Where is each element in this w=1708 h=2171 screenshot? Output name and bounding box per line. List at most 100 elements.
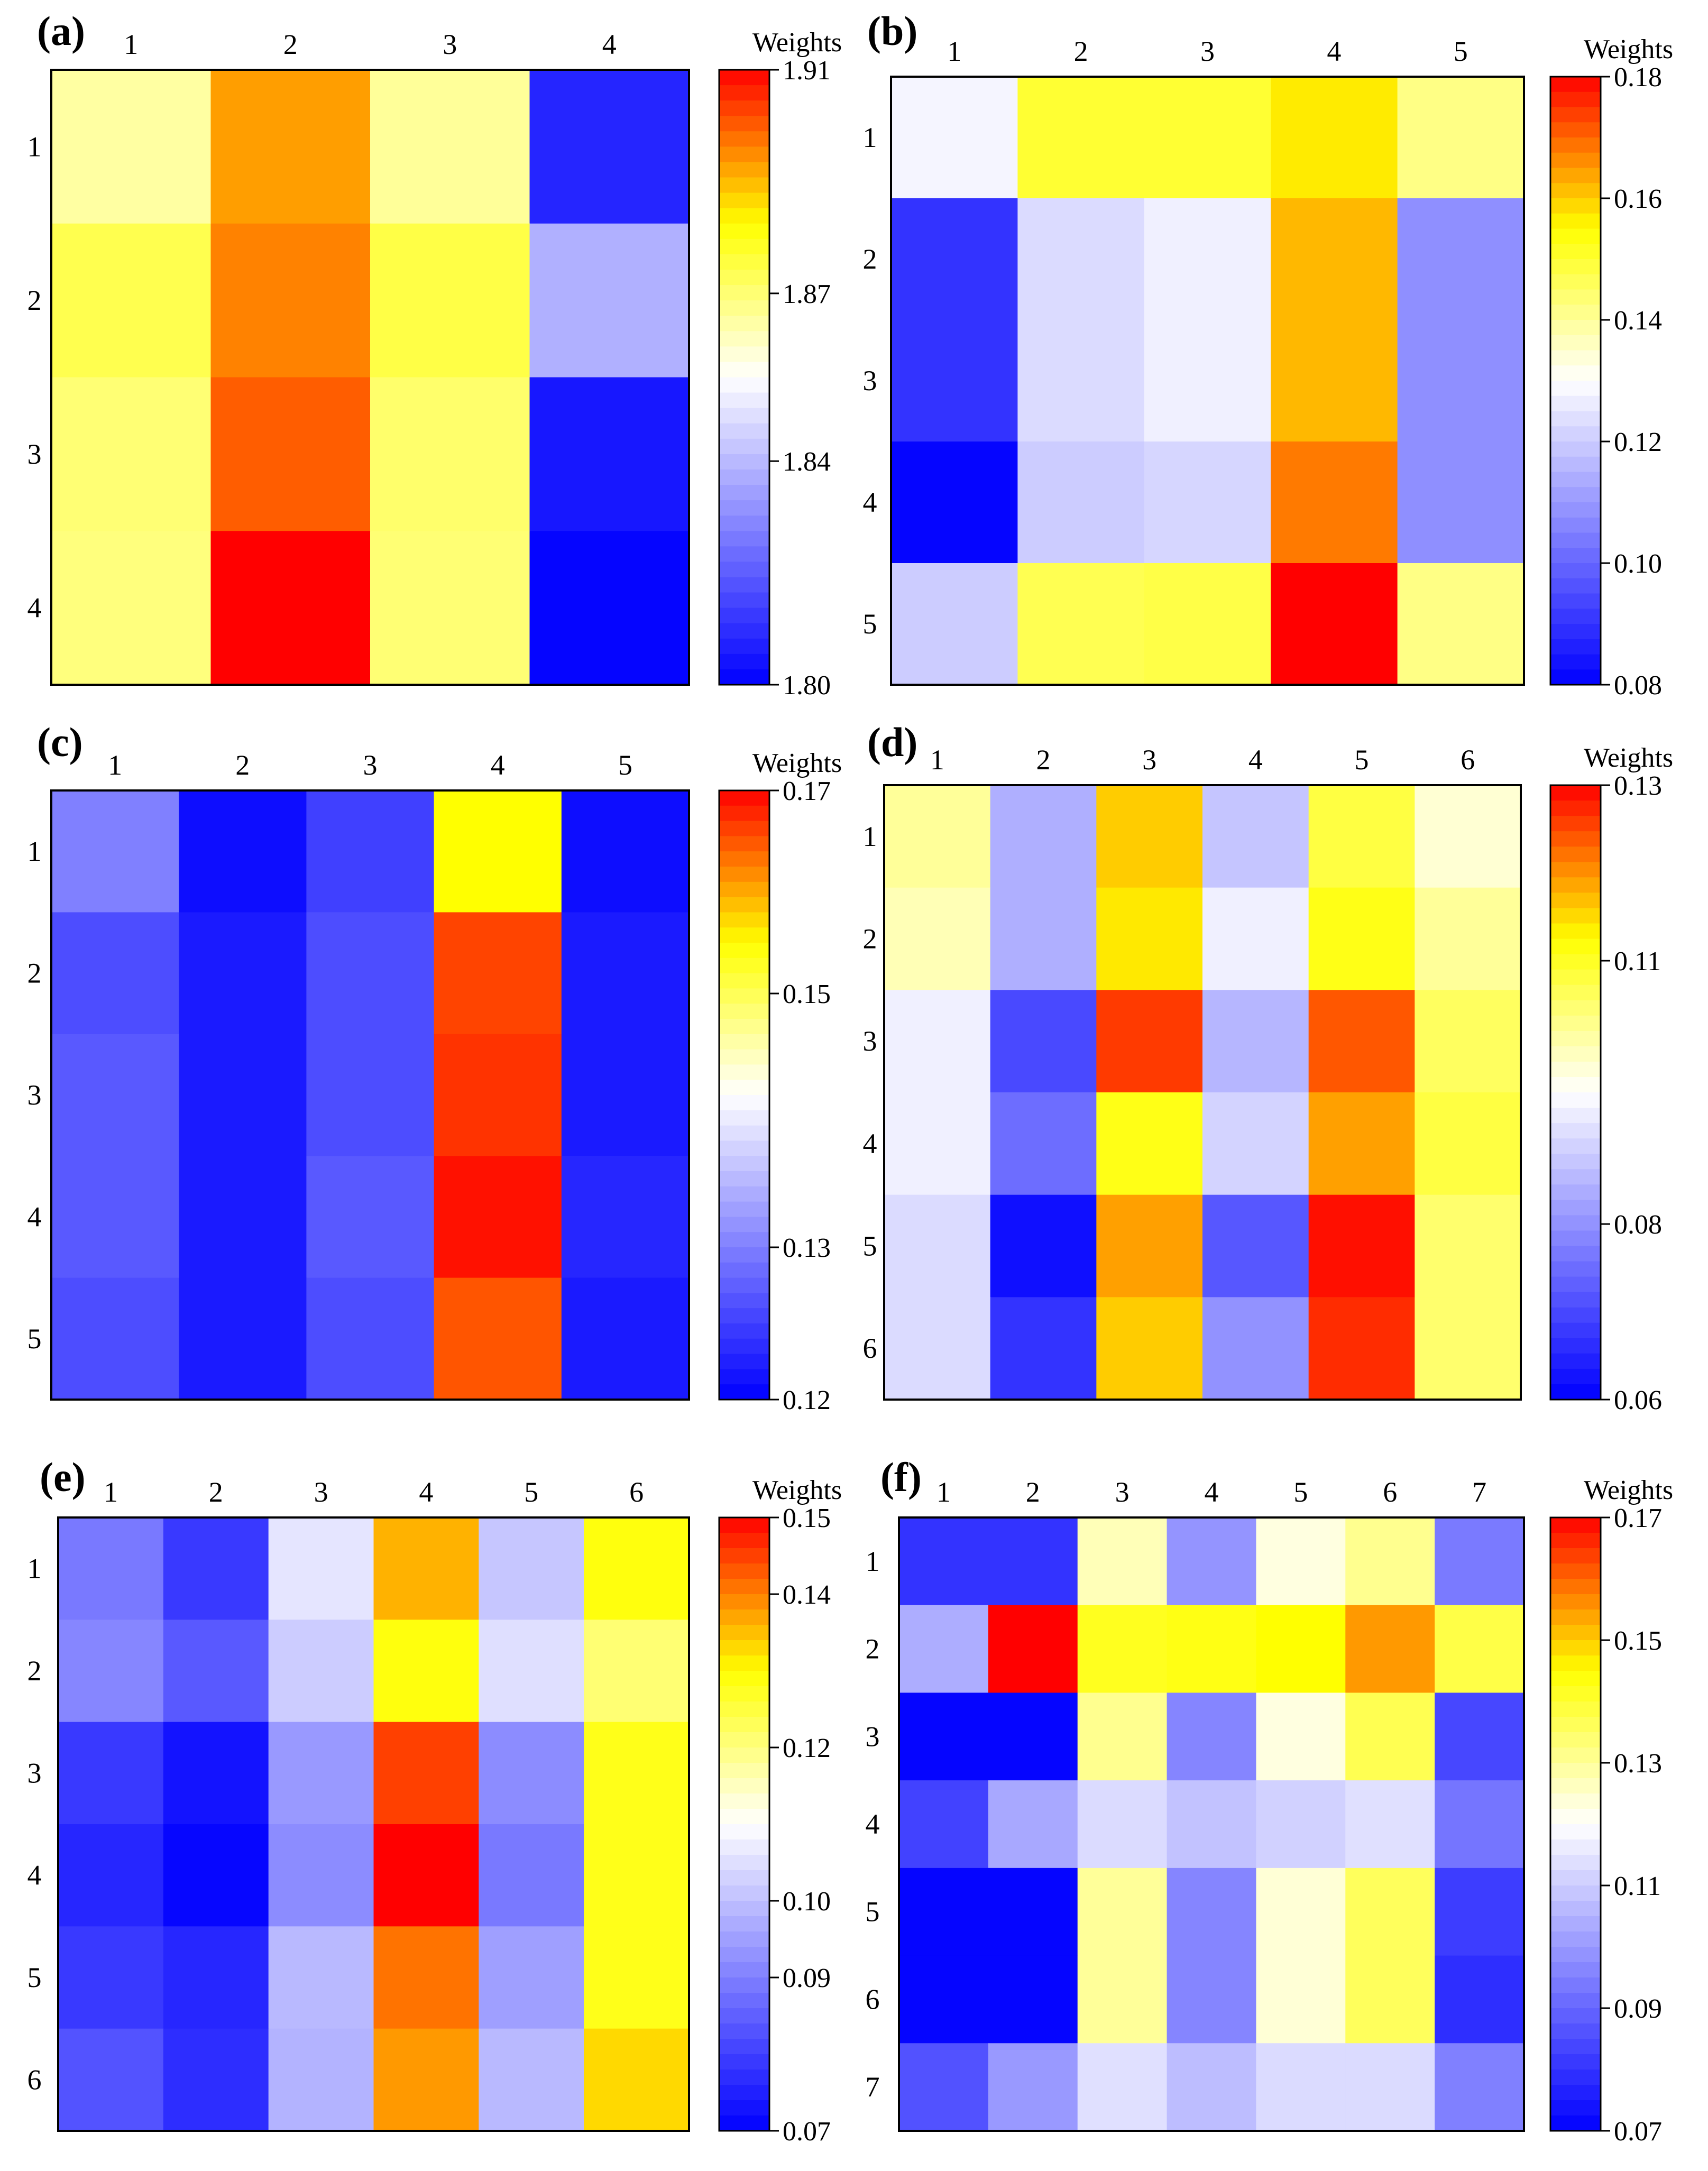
heatmap-cell (1271, 563, 1398, 685)
colorbar-segment (1550, 1809, 1601, 1825)
heatmap-cell (1435, 2043, 1525, 2131)
colorbar-segment (1550, 198, 1601, 214)
heatmap-cell (1345, 1780, 1435, 1869)
heatmap-cell (58, 1926, 164, 2029)
colorbar-segment (1550, 801, 1601, 816)
heatmap-frame (883, 784, 1522, 1401)
colorbar-title: Weights (1584, 34, 1673, 65)
colorbar-segment (1550, 1184, 1601, 1200)
heatmap-cell (1202, 887, 1309, 990)
heatmap-cell (990, 1092, 1097, 1195)
heatmap-cell (884, 1092, 991, 1195)
heatmap-cell (210, 223, 371, 378)
heatmap-cell (370, 531, 530, 685)
heatmap-cell (1256, 2043, 1346, 2131)
colorbar-segment (719, 1962, 769, 1978)
heatmap-cell (373, 1517, 479, 1620)
y-tick-label: 6 (866, 1983, 880, 2015)
colorbar-segment (1550, 1215, 1601, 1231)
colorbar-frame (1549, 784, 1602, 1401)
colorbar-segment (719, 2008, 769, 2024)
colorbar-tick-label: 0.15 (783, 1503, 831, 1533)
colorbar-tick-label: 0.13 (783, 1233, 831, 1263)
colorbar-segment (719, 146, 769, 163)
heatmap-cell (1397, 77, 1525, 199)
heatmap-cell (1308, 1092, 1415, 1195)
colorbar-segment (719, 1080, 769, 1096)
heatmap-cell (268, 2028, 374, 2131)
y-tick-label: 2 (863, 243, 877, 275)
colorbar-segment (719, 438, 769, 455)
heatmap-cell (1256, 1605, 1346, 1694)
colorbar-segment (1550, 1594, 1601, 1610)
heatmap-cell (1144, 198, 1271, 320)
colorbar-segment (1550, 1640, 1601, 1656)
x-tick-label: 3 (363, 749, 378, 781)
heatmap-cell (899, 2043, 989, 2131)
colorbar-segment (1550, 816, 1601, 832)
x-tick-label: 4 (1248, 744, 1263, 776)
colorbar-segment (1550, 1839, 1601, 1855)
colorbar-segment (1550, 168, 1601, 183)
colorbar-segment (719, 70, 769, 86)
colorbar-segment (1550, 1353, 1601, 1369)
heatmap-cell (51, 377, 212, 531)
y-tick-label: 4 (27, 592, 42, 624)
heatmap-cell (1077, 1605, 1168, 1694)
colorbar-segment (719, 2069, 769, 2085)
colorbar-segment (1550, 305, 1601, 320)
colorbar-segment (1550, 1732, 1601, 1748)
colorbar-segment (1550, 654, 1601, 670)
colorbar-segment (1550, 1322, 1601, 1339)
colorbar-segment (719, 654, 769, 670)
colorbar-segment (719, 346, 769, 363)
colorbar-segment (719, 192, 769, 209)
heatmap-cell (990, 990, 1097, 1093)
y-tick-label: 1 (27, 131, 42, 162)
x-tick-label: 6 (629, 1476, 644, 1508)
heatmap-cell (268, 1517, 374, 1620)
colorbar-tick-label: 0.16 (1614, 184, 1662, 214)
heatmap-cell (1435, 1692, 1525, 1781)
x-tick-label: 1 (936, 1476, 951, 1508)
colorbar-segment (1550, 426, 1601, 442)
x-tick-label: 5 (618, 749, 632, 781)
colorbar-segment (1550, 1701, 1601, 1717)
heatmap-cell (1271, 77, 1398, 199)
colorbar-segment (1550, 1123, 1601, 1139)
heatmap-frame (890, 76, 1525, 686)
colorbar-segment (719, 638, 769, 655)
heatmap-cell (561, 1277, 690, 1400)
heatmap-cell (1202, 1297, 1309, 1400)
x-tick-label: 3 (1142, 744, 1156, 776)
colorbar-frame (1549, 1516, 1602, 2132)
heatmap-cell (179, 790, 307, 913)
colorbar-segment (1550, 441, 1601, 457)
colorbar-segment (719, 1870, 769, 1886)
heatmap-cell (1435, 1868, 1525, 1956)
heatmap-cell (210, 531, 371, 685)
heatmap-cell (529, 70, 690, 224)
colorbar-segment (1550, 259, 1601, 275)
colorbar-segment (719, 912, 769, 928)
colorbar-segment (1550, 1108, 1601, 1124)
heatmap-cell (884, 1194, 991, 1298)
colorbar-title: Weights (752, 748, 842, 778)
colorbar-tick-label: 0.09 (1614, 1994, 1662, 2024)
colorbar-segment (719, 1232, 769, 1248)
colorbar-segment (719, 1839, 769, 1855)
y-tick-label: 2 (27, 284, 42, 316)
heatmap-cell (1096, 990, 1203, 1093)
heatmap-cell (1096, 1092, 1203, 1195)
colorbar-tick-label: 0.17 (783, 776, 831, 806)
x-tick-label: 5 (1454, 35, 1468, 67)
colorbar-segment (719, 1247, 769, 1263)
x-tick-label: 2 (1074, 35, 1088, 67)
heatmap-cell (1202, 990, 1309, 1093)
heatmap-cell (58, 2028, 164, 2131)
heatmap-cell (434, 912, 562, 1035)
colorbar-segment (1550, 183, 1601, 199)
colorbar-segment (719, 131, 769, 147)
heatmap-cell (58, 1620, 164, 1723)
heatmap-cell (1017, 320, 1145, 442)
